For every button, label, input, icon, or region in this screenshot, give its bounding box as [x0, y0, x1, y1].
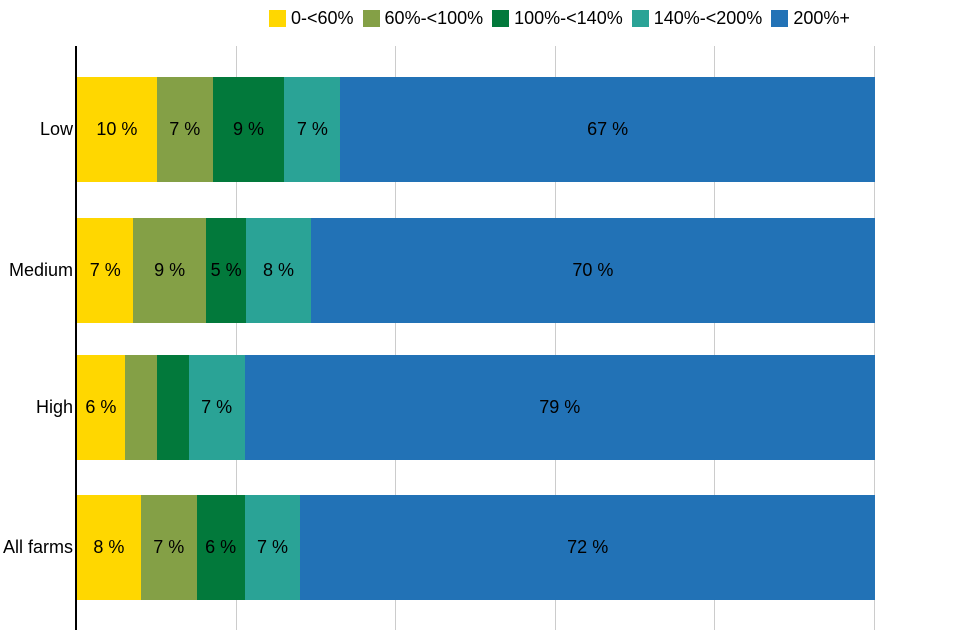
bar-segment: [124, 355, 157, 460]
bar-segment: 10 %: [77, 77, 157, 182]
bar-segment: 7 %: [244, 495, 301, 600]
legend-item: 60%-<100%: [362, 7, 484, 29]
bar-segment: 5 %: [205, 218, 247, 323]
gridline: [395, 46, 397, 630]
gridline: [235, 46, 237, 630]
legend-item: 200%+: [771, 7, 850, 29]
legend-label: 200%+: [793, 8, 850, 28]
bar-segment-value: 7 %: [296, 119, 328, 139]
bar-segment: 8 %: [246, 218, 311, 323]
bar-segment-value: 6 %: [205, 537, 237, 557]
bar-segment-value: 70 %: [572, 260, 614, 280]
bar-segment: 72 %: [300, 495, 875, 600]
legend-label: 60%-<100%: [384, 8, 484, 28]
bar-segment-value: 7 %: [153, 537, 185, 557]
bar-row: 8 % 7 % 6 % 7 % 72 %: [77, 495, 875, 600]
bar-segment: 8 %: [77, 495, 141, 600]
bar-segment: [156, 355, 189, 460]
bar-segment-value: 5 %: [210, 260, 242, 280]
legend-label: 100%-<140%: [514, 8, 623, 28]
legend-item: 140%-<200%: [631, 7, 763, 29]
bar-segment: 6 %: [77, 355, 125, 460]
legend-swatch-icon: [631, 9, 649, 27]
gridline: [714, 46, 716, 630]
bar-row: 10 % 7 % 9 % 7 % 67 %: [77, 77, 875, 182]
legend-swatch-icon: [362, 9, 380, 27]
category-label: Low: [39, 119, 73, 139]
bar-segment: 79 %: [244, 355, 875, 460]
plot-area: Low 10 % 7 % 9 % 7 % 67 % Medium 7 % 9 % 5 % 8 % 70…: [3, 46, 875, 630]
category-label: High: [35, 397, 73, 417]
bar-segment-value: 8 %: [262, 260, 294, 280]
bar-segment: 7 %: [140, 495, 197, 600]
bar-segment: 6 %: [196, 495, 245, 600]
bar-segment-value: 79 %: [539, 397, 581, 417]
bar-row: 6 % 7 % 79 %: [77, 355, 875, 460]
bar-segment-value: 67 %: [587, 119, 629, 139]
bar-segment: 7 %: [156, 77, 213, 182]
bar-segment-value: 10 %: [96, 119, 138, 139]
legend-swatch-icon: [269, 9, 286, 27]
legend-item: 100%-<140%: [492, 7, 623, 29]
bar-segment-value: 9 %: [154, 260, 186, 280]
bar-segment-value: 7 %: [89, 260, 121, 280]
category-label: Medium: [8, 260, 73, 280]
bar-segment-value: 7 %: [169, 119, 201, 139]
bar-segment: 7 %: [188, 355, 245, 460]
category-label: All farms: [2, 537, 73, 557]
bar-segment-value: 72 %: [567, 537, 609, 557]
legend-item: 0-<60%: [269, 7, 354, 29]
legend-swatch-icon: [492, 9, 510, 27]
bar-segment-value: 7 %: [201, 397, 233, 417]
bar-row: 7 % 9 % 5 % 8 % 70 %: [77, 218, 875, 323]
gridline: [874, 46, 875, 630]
bar-segment-value: 6 %: [85, 397, 117, 417]
legend-label: 0-<60%: [291, 8, 354, 28]
legend-swatch-icon: [771, 9, 789, 27]
y-axis-line: [75, 46, 77, 630]
bar-segment-value: 8 %: [93, 537, 125, 557]
bar-segment: 7 %: [284, 77, 341, 182]
legend: 0-<60% 60%-<100% 100%-<140% 140%-<200% 200%+: [269, 7, 850, 29]
bar-segment: 9 %: [212, 77, 285, 182]
legend-label: 140%-<200%: [653, 8, 763, 28]
gridline: [554, 46, 556, 630]
bar-segment-value: 9 %: [233, 119, 265, 139]
bar-segment: 70 %: [310, 218, 875, 323]
bar-segment-value: 7 %: [256, 537, 288, 557]
bar-segment: 67 %: [340, 77, 875, 182]
bar-segment: 9 %: [133, 218, 206, 323]
bar-segment: 7 %: [77, 218, 134, 323]
